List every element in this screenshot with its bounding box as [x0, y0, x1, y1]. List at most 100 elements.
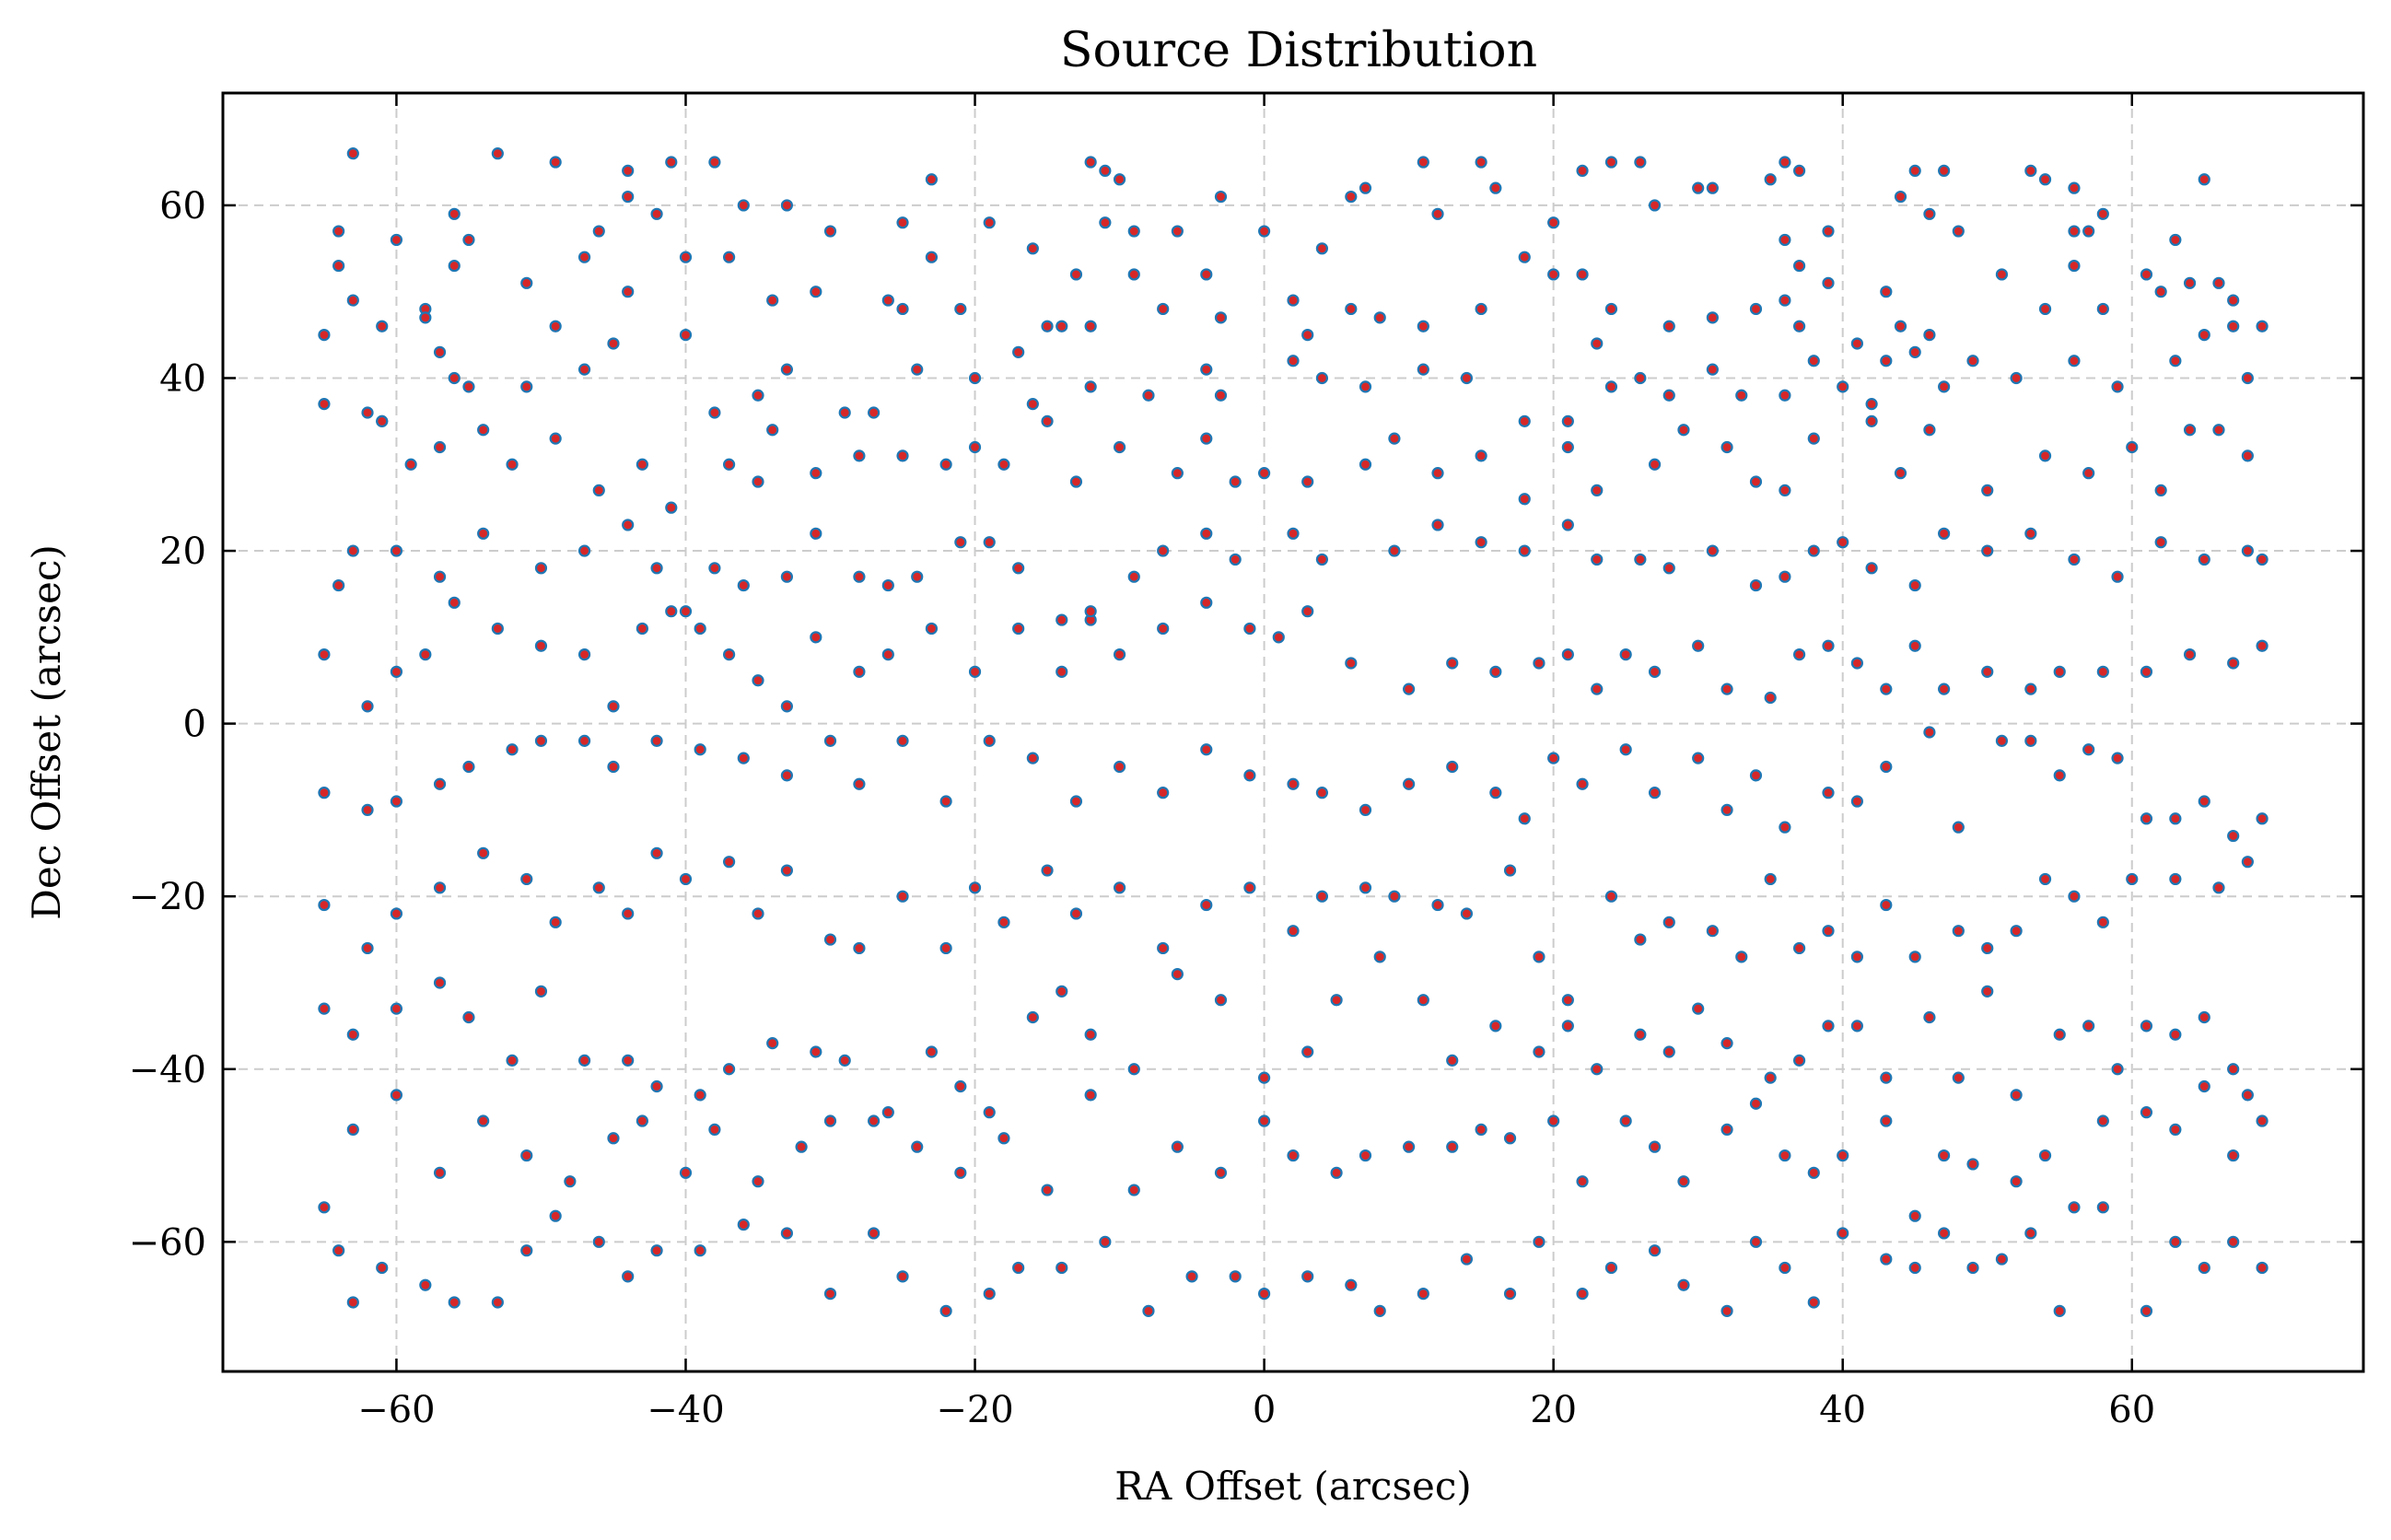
scatter-point: [2126, 872, 2139, 886]
scatter-point: [650, 734, 663, 747]
scatter-point: [390, 795, 403, 808]
scatter-point: [1113, 648, 1126, 661]
scatter-point: [2096, 665, 2109, 678]
scatter-point: [925, 251, 939, 263]
scatter-point: [1561, 414, 1574, 427]
scatter-point: [1330, 1166, 1343, 1179]
scatter-point: [1345, 302, 1358, 316]
scatter-point: [896, 890, 909, 903]
scatter-point: [810, 286, 822, 298]
scatter-point: [1056, 985, 1068, 998]
scatter-point: [1041, 320, 1054, 332]
scatter-point: [2140, 665, 2153, 678]
scatter-point: [1518, 251, 1531, 263]
y-tick-label: −60: [129, 1221, 206, 1264]
scatter-point: [1315, 553, 1329, 566]
scatter-point: [2227, 1149, 2240, 1162]
scatter-point: [1200, 363, 1213, 376]
y-tick-label: 40: [159, 357, 206, 400]
scatter-point: [1807, 355, 1820, 368]
scatter-point: [318, 1201, 331, 1214]
scatter-point: [1359, 458, 1372, 471]
scatter-point: [650, 1244, 663, 1257]
scatter-point: [954, 302, 967, 316]
scatter-point: [2096, 916, 2109, 928]
scatter-point: [665, 156, 678, 169]
scatter-point: [2140, 1304, 2153, 1317]
scatter-point: [1952, 821, 1965, 834]
scatter-point: [939, 795, 952, 808]
scatter-point: [2212, 881, 2225, 894]
scatter-point: [2038, 1149, 2052, 1162]
scatter-point: [607, 760, 620, 774]
scatter-point: [1865, 414, 1878, 427]
scatter-point: [1648, 1140, 1662, 1153]
scatter-point: [722, 1063, 736, 1076]
scatter-point: [2198, 1261, 2210, 1275]
scatter-point: [1287, 777, 1300, 790]
scatter-point: [881, 1106, 894, 1119]
scatter-point: [1431, 898, 1444, 912]
scatter-point: [506, 743, 519, 756]
scatter-point: [1634, 156, 1647, 169]
scatter-point: [1850, 951, 1864, 963]
scatter-point: [506, 458, 519, 471]
scatter-point: [1779, 156, 1791, 169]
scatter-point: [2024, 734, 2037, 747]
scatter-point: [1388, 890, 1401, 903]
scatter-point: [968, 440, 982, 454]
scatter-point: [577, 1054, 591, 1067]
scatter-point: [2068, 890, 2081, 903]
scatter-point: [1518, 414, 1531, 427]
scatter-point: [1634, 933, 1647, 946]
scatter-point: [2010, 1089, 2023, 1102]
scatter-point: [1200, 898, 1213, 912]
scatter-point: [1822, 1020, 1835, 1032]
scatter-point: [1995, 734, 2009, 747]
scatter-point: [1243, 769, 1256, 782]
scatter-point: [419, 648, 432, 661]
x-tick-label: 0: [1253, 1389, 1276, 1431]
scatter-point: [1257, 225, 1271, 238]
scatter-point: [477, 846, 490, 859]
scatter-point: [1171, 467, 1184, 480]
scatter-point: [1084, 156, 1097, 169]
scatter-point: [390, 1089, 403, 1102]
scatter-point: [1359, 1149, 1372, 1162]
scatter-point: [1561, 440, 1574, 454]
scatter-point: [622, 286, 635, 298]
scatter-point: [2111, 570, 2124, 583]
scatter-point: [1084, 1028, 1097, 1041]
scatter-point: [1359, 881, 1372, 894]
scatter-point: [622, 1270, 635, 1283]
scatter-point: [1056, 665, 1068, 678]
scatter-point: [2010, 1175, 2023, 1188]
scatter-point: [448, 596, 461, 609]
scatter-point: [925, 1045, 939, 1058]
scatter-point: [1792, 320, 1806, 332]
scatter-point: [592, 1235, 605, 1248]
scatter-point: [997, 916, 1010, 928]
scatter-point: [766, 1037, 779, 1050]
scatter-point: [679, 872, 693, 886]
scatter-point: [954, 1079, 967, 1093]
scatter-point: [1301, 1045, 1314, 1058]
scatter-point: [708, 156, 721, 169]
scatter-point: [1706, 311, 1719, 324]
scatter-point: [2169, 872, 2182, 886]
scatter-point: [1403, 682, 1416, 695]
scatter-point: [1692, 752, 1705, 764]
scatter-point: [881, 578, 894, 592]
scatter-point: [2256, 553, 2269, 566]
scatter-point: [534, 734, 548, 747]
scatter-point: [1880, 286, 1893, 298]
scatter-point: [1923, 424, 1936, 437]
scatter-point: [868, 406, 881, 419]
scatter-point: [1792, 164, 1806, 178]
scatter-point: [1446, 1140, 1459, 1153]
scatter-point: [780, 363, 794, 376]
x-tick-label: 60: [2108, 1389, 2155, 1431]
scatter-point: [1981, 941, 1994, 955]
scatter-point: [679, 328, 693, 342]
scatter-point: [2256, 639, 2269, 652]
